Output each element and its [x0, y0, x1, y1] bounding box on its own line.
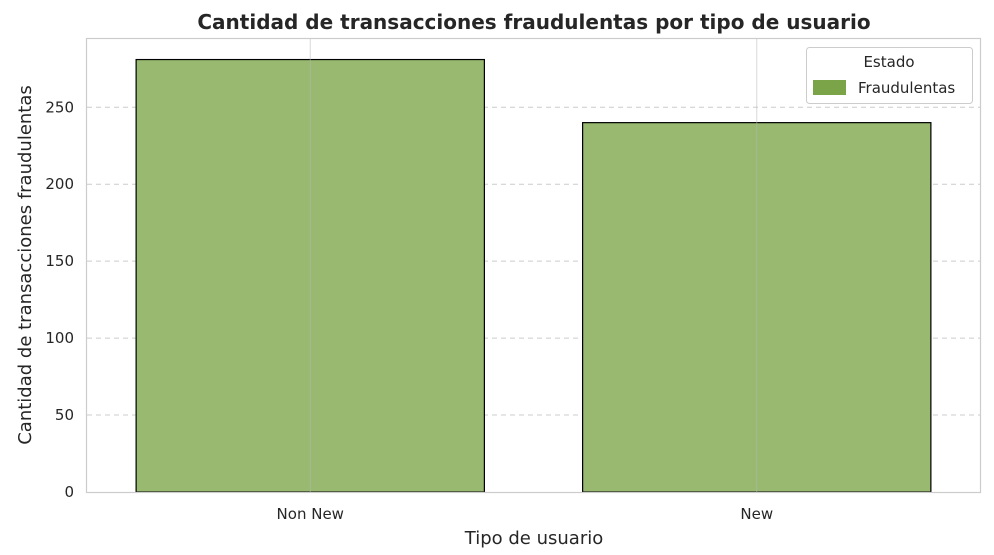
y-tick-label: 100 [45, 329, 74, 347]
x-axis-label: Tipo de usuario [464, 528, 603, 549]
legend-entry-fraudulentas: Fraudulentas [858, 79, 955, 97]
x-tick-label: Non New [277, 505, 344, 523]
y-axis-label: Cantidad de transacciones fraudulentas [15, 85, 36, 445]
vgrid-layer [309, 38, 758, 492]
y-tick-labels: 0 50 100 150 200 250 [45, 98, 74, 501]
legend-box [806, 47, 973, 104]
bars-layer [135, 58, 932, 493]
y-tick-label: 0 [64, 483, 74, 501]
y-tick-label: 50 [55, 406, 74, 424]
chart-title: Cantidad de transacciones fraudulentas p… [197, 10, 870, 34]
y-tick-label: 250 [45, 98, 74, 116]
legend-title: Estado [863, 53, 914, 71]
legend-patch [813, 80, 846, 95]
x-tick-label: New [740, 505, 773, 523]
plot-frame [85, 37, 982, 494]
y-tick-label: 150 [45, 252, 74, 270]
y-tick-label: 200 [45, 175, 74, 193]
x-tick-labels: Non New New [277, 505, 774, 523]
legend: Estado Fraudulentas [806, 47, 973, 104]
